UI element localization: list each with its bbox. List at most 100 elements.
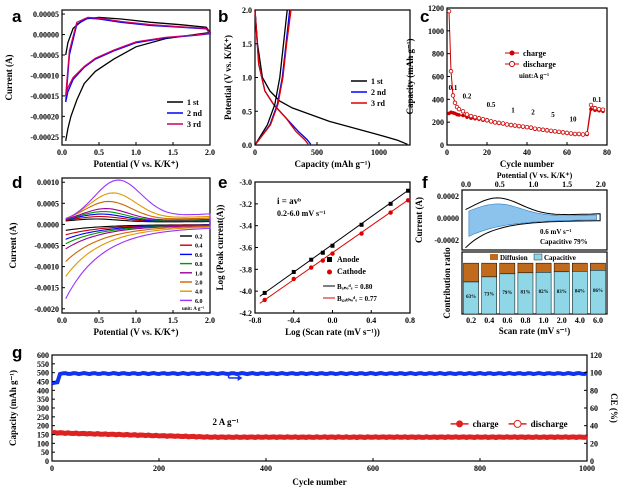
panel-f-bar-label: 83% xyxy=(557,290,567,295)
panel-g-y2tick-label: 0 xyxy=(590,457,594,466)
panel-g-legend-label: discharge xyxy=(531,419,568,429)
panel-e-anode-point xyxy=(309,257,314,262)
panel-b-ylabel: Potential (V vs. K/K⁺) xyxy=(223,35,233,120)
panel-label-b: b xyxy=(218,7,228,26)
panel-c-legend-swatch xyxy=(509,50,515,56)
panel-g-frame xyxy=(51,354,588,462)
panel-f-xtick-label: 2.0 xyxy=(557,316,567,325)
panel-f-bar-diffusion xyxy=(572,262,588,272)
panel-e-anode-point xyxy=(262,290,267,295)
panel-c-discharge-point xyxy=(452,100,458,106)
panel-g-ce-arrowhead xyxy=(237,374,243,381)
panel-a-series-2nd xyxy=(65,17,212,103)
panel-c-rate-label: 0.1 xyxy=(449,84,458,92)
panel-f-bar-diffusion xyxy=(481,262,497,278)
panel-b-ytick-label: 1.5 xyxy=(242,40,252,49)
panel-d-xtick-label: 1.5 xyxy=(168,316,178,325)
panel-d-unit-note: unit: A g⁻¹ xyxy=(182,306,205,312)
panel-f-cv-curve xyxy=(465,197,601,249)
panel-e-cathode-point xyxy=(308,265,314,270)
panel-d-series-2.0 xyxy=(65,200,211,262)
panel-b-ytick-label: 0.5 xyxy=(242,107,252,116)
panel-e-anode-point xyxy=(330,243,335,248)
panel-f-xtick-label: 0.6 xyxy=(502,316,512,325)
panel-f-xtick-label: 0.2 xyxy=(466,316,476,325)
panel-e-ytick-label: -3.4 xyxy=(239,222,252,231)
panel-c-discharge-point xyxy=(468,113,474,119)
panel-b-ytick-label: 1.0 xyxy=(242,74,252,83)
panel-label-e: e xyxy=(218,173,227,192)
panel-d-legend-label: 1.0 xyxy=(195,271,203,277)
panel-f-top-capacitive: Capacitive 79% xyxy=(540,238,588,246)
panel-e-anode-point xyxy=(388,201,393,206)
panel-f-bar-label: 82% xyxy=(539,290,549,295)
panel-e-xtick-label: 0.0 xyxy=(328,316,338,325)
panel-c-discharge-point xyxy=(500,121,506,126)
panel-g-ytick-label: 100 xyxy=(37,439,49,448)
panel-g-ce-series xyxy=(51,370,588,386)
panel-c-discharge-point xyxy=(584,131,590,136)
panel-c-discharge-point xyxy=(592,105,598,111)
panel-d-xtick-label: 1.0 xyxy=(131,316,141,325)
panel-c-ytick-label: 1200 xyxy=(428,4,444,13)
panel-f-bar-capacitive xyxy=(463,281,479,315)
panel-f-bar-label: 73% xyxy=(484,292,494,297)
panel-e-ytick-label: -4.2 xyxy=(239,309,252,318)
panel-a-ytick-label: -0.00010 xyxy=(30,71,59,80)
panel-c-discharge-point xyxy=(472,114,478,120)
panel-g-capacity-series xyxy=(51,429,588,441)
panel-f-xtick-label: 6.0 xyxy=(593,316,603,325)
panel-f-bar-capacitive xyxy=(553,271,570,315)
panel-e-xtick-label: -0.8 xyxy=(249,316,262,325)
panel-e-legend-label: Anode xyxy=(337,255,360,264)
panel-f-bar-capacitive xyxy=(590,270,606,315)
panel-e-cathode-point xyxy=(405,198,411,203)
panel-f-bar-diffusion xyxy=(517,262,534,274)
panel-g-xtick-label: 1000 xyxy=(579,464,595,473)
panel-c-discharge-point xyxy=(504,122,510,127)
panel-d-xtick-label: 0.5 xyxy=(94,316,104,325)
panel-a-ytick-label: -0.00015 xyxy=(30,92,59,101)
panel-c-xtick-label: 80 xyxy=(603,148,611,157)
panel-e-fit-Anode xyxy=(259,188,411,297)
panel-a-series-3rd xyxy=(65,16,212,97)
panel-c-discharge-point xyxy=(480,116,486,122)
panel-e-ytick-label: -3.6 xyxy=(239,244,252,253)
panel-f-xtick-label: 0.8 xyxy=(520,316,530,325)
panel-c-discharge-point xyxy=(540,127,546,132)
panel-c-discharge-point xyxy=(560,130,566,135)
panel-f-legend-label: Capacitive xyxy=(544,254,576,262)
panel-c-charge-point xyxy=(461,113,465,118)
panel-f-bar-diffusion xyxy=(463,262,479,283)
panel-f-bar-capacitive xyxy=(517,272,534,315)
panel-b-legend-label: 2 nd xyxy=(371,88,386,97)
panel-g-y2tick-label: 100 xyxy=(590,369,602,378)
panel-g-y2tick-label: 80 xyxy=(590,386,598,395)
panel-a-xlabel: Potential (V vs. K/K⁺) xyxy=(93,159,178,169)
panel-f-xtick-label: 0.4 xyxy=(484,316,494,325)
panel-f-legend-swatch xyxy=(490,254,498,260)
panel-d-legend-label: 4.0 xyxy=(195,290,203,296)
panel-e-legend-label: Cathode xyxy=(337,267,366,276)
panel-b-series-3rd xyxy=(254,9,309,145)
panel-f-bar-capacitive xyxy=(535,272,552,315)
panel-b-legend-label: 1 st xyxy=(371,77,383,86)
panel-c-rate-label: 0.5 xyxy=(487,101,496,109)
panel-label-g: g xyxy=(12,343,22,362)
panel-e-anode-point xyxy=(406,188,411,193)
panel-f-legend-swatch xyxy=(533,253,543,261)
panel-e-cathode-point xyxy=(359,231,364,236)
panel-f-top-ytick-label: -0.0002 xyxy=(434,236,459,245)
panel-f-capacitive-area xyxy=(468,203,597,237)
panel-e-b-anode: Bₐₙₒᵈₑ = 0.80 xyxy=(337,283,373,291)
panel-c-charge-point xyxy=(589,107,593,111)
panel-g-legend-label: charge xyxy=(473,419,499,429)
panel-c-discharge-point xyxy=(516,123,522,129)
panel-e-cathode-point xyxy=(291,276,296,282)
panel-f-bar-label: 63% xyxy=(466,295,476,300)
panel-c-discharge-point xyxy=(556,129,562,135)
panel-d-ytick-label: -0.0010 xyxy=(34,263,59,272)
panel-g-xtick-label: 800 xyxy=(474,464,486,473)
panel-a-ytick-label: -0.00005 xyxy=(30,51,59,60)
panel-f-top-xtick-label: 1.0 xyxy=(528,180,538,189)
